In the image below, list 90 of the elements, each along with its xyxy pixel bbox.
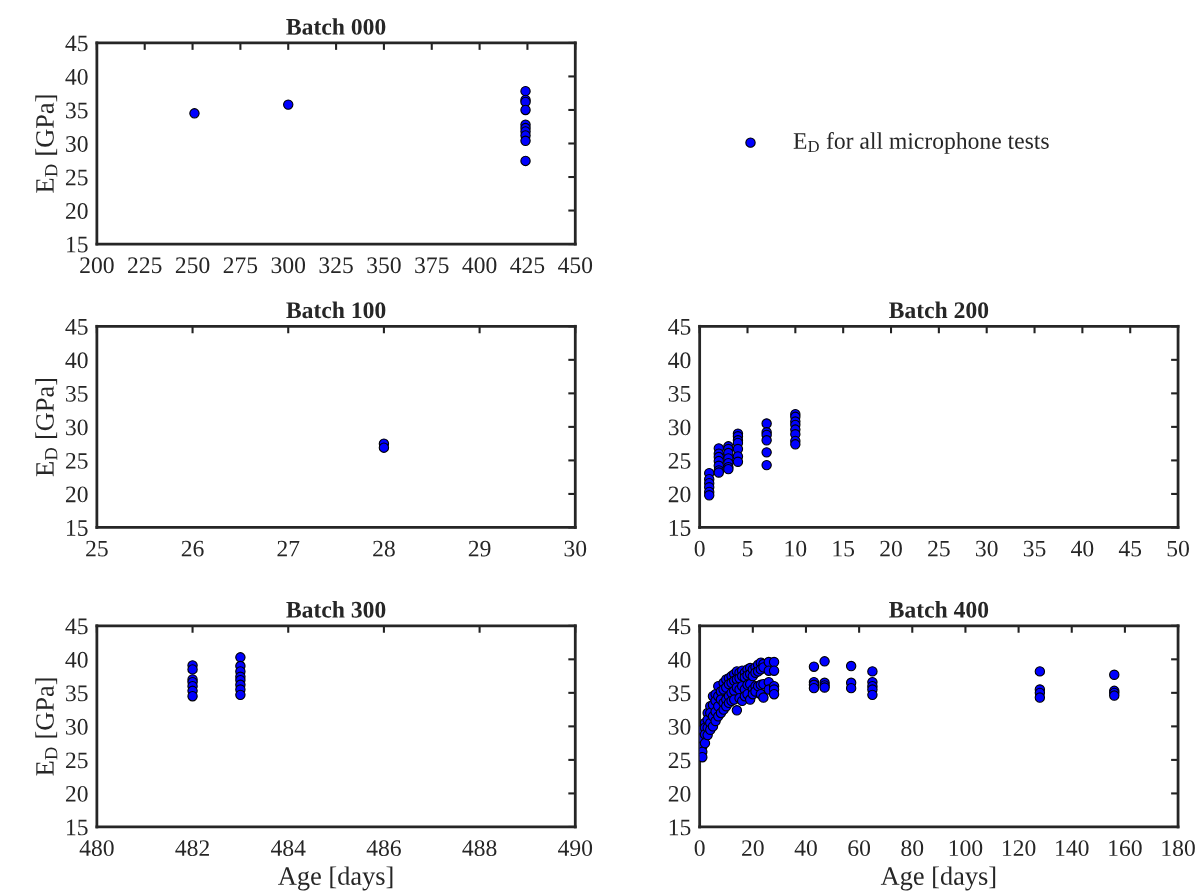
y-tick-label: 35 [66,385,88,402]
y-tick-label: 45 [65,318,88,335]
y-tick-label: 40 [668,651,691,668]
y-tick-label: 40 [65,651,88,668]
x-tick-label: 375 [415,257,449,274]
x-tick-label: 325 [319,257,353,274]
y-tick-label: 35 [66,102,88,119]
x-tick-label: 40 [1071,540,1094,557]
x-tick-label: 30 [564,540,587,557]
x-tick-label: 488 [462,840,497,857]
y-tick-label: 30 [668,718,691,735]
x-tick-label: 486 [366,840,401,857]
x-tick-label: 40 [794,840,817,857]
x-tick-label: 60 [848,840,871,857]
chart-title: Batch 200 [889,301,989,319]
y-tick-label: 25 [65,452,88,469]
y-axis-title: E$_{D}$ [GPa] [35,678,58,776]
y-tick-label: 45 [65,35,88,52]
legend-label: E$_{D}$ for all microphone tests [793,132,1049,154]
y-axis-title: E$_{D}$ [GPa] [35,95,58,193]
x-tick-label: 250 [175,257,210,274]
x-tick-label: 35 [1023,540,1046,557]
x-tick-label: 275 [223,257,258,274]
x-tick-label: 0 [694,840,705,857]
x-tick-label: 20 [880,540,902,557]
x-axis-title: Age [days] [278,866,393,891]
x-tick-label: 480 [79,840,114,857]
chart-title: Batch 000 [286,18,386,35]
x-tick-label: 29 [468,540,491,557]
x-tick-label: 25 [86,540,108,557]
y-tick-label: 20 [65,785,88,802]
y-tick-label: 20 [668,486,691,503]
x-tick-label: 225 [128,257,162,274]
x-tick-label: 120 [1002,840,1036,857]
chart-title: Batch 400 [889,601,989,618]
y-tick-label: 15 [67,819,88,836]
y-tick-label: 45 [65,618,88,635]
x-tick-label: 450 [558,257,593,274]
y-tick-label: 40 [65,68,88,85]
y-tick-label: 20 [668,785,691,802]
x-tick-label: 160 [1109,840,1142,857]
x-tick-label: 5 [742,540,753,557]
x-tick-label: 180 [1162,840,1195,857]
y-tick-label: 15 [67,236,88,253]
chart-title: Batch 100 [286,301,386,319]
y-tick-label: 20 [65,486,88,503]
y-tick-label: 30 [66,718,88,735]
x-tick-label: 482 [175,840,209,857]
x-tick-label: 80 [901,840,924,857]
x-tick-label: 30 [976,540,998,557]
chart-title: Batch 300 [286,601,386,618]
x-tick-label: 27 [277,540,300,557]
x-tick-label: 45 [1118,540,1142,557]
x-tick-label: 400 [462,257,497,274]
y-tick-label: 15 [67,520,88,536]
x-tick-label: 28 [373,540,395,557]
x-tick-label: 425 [510,257,545,274]
y-tick-label: 35 [668,385,691,402]
x-tick-label: 300 [271,257,306,274]
y-tick-label: 25 [65,752,88,769]
y-axis-title: E$_{D}$ [GPa] [35,378,58,477]
y-tick-label: 40 [668,352,691,369]
x-tick-label: 26 [181,540,204,557]
x-tick-label: 200 [80,257,114,274]
y-tick-label: 15 [669,520,691,536]
x-tick-label: 100 [949,840,983,857]
y-tick-label: 35 [668,685,691,702]
y-tick-label: 30 [66,135,88,152]
y-tick-label: 35 [66,685,88,702]
y-tick-label: 25 [668,752,691,769]
x-axis-title: Age [days] [880,866,996,891]
x-tick-label: 10 [785,540,807,557]
y-tick-label: 25 [668,452,691,469]
x-tick-label: 50 [1167,540,1189,557]
y-tick-label: 45 [668,618,691,635]
x-tick-label: 15 [833,540,855,557]
x-tick-label: 350 [367,257,401,274]
y-tick-label: 20 [65,203,88,219]
y-tick-label: 40 [65,352,88,369]
y-tick-label: 30 [668,419,691,436]
x-tick-label: 0 [694,540,705,557]
y-tick-label: 15 [669,819,691,836]
x-tick-label: 484 [270,840,306,857]
x-tick-label: 20 [742,840,764,857]
y-tick-label: 25 [65,169,88,186]
y-tick-label: 30 [66,419,88,436]
x-tick-label: 140 [1056,840,1089,857]
x-tick-label: 490 [558,840,593,857]
x-tick-label: 25 [928,540,950,557]
y-tick-label: 45 [668,318,691,335]
